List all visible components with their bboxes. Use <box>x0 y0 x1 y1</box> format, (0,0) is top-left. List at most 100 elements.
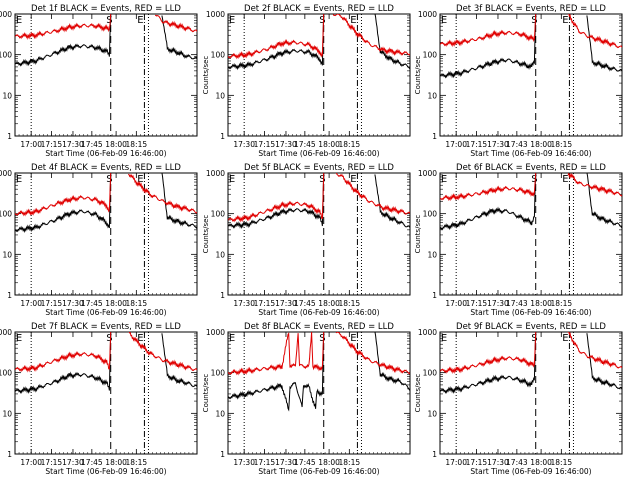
chart-title: Det 1f BLACK = Events, RED = LLD <box>31 4 181 14</box>
plot-frame <box>227 13 411 137</box>
y-axis-label: Counts/sec <box>414 374 422 413</box>
series-line-lld <box>15 173 112 217</box>
x-axis-label: Start Time (06-Feb-09 16:46:00) <box>258 149 379 158</box>
x-tick-label: 17:30 <box>233 458 255 467</box>
chart-panel-4: Det 4f BLACK = Events, RED = LLD 1 10 100 10… <box>0 163 198 317</box>
y-tick-label: 10 <box>2 409 12 418</box>
chart-title: Det 7f BLACK = Events, RED = LLD <box>31 322 181 332</box>
x-tick-label: 17:30 <box>275 299 297 308</box>
chart-title: Det 5f BLACK = Events, RED = LLD <box>244 163 394 173</box>
y-tick-label: 100 <box>211 210 226 219</box>
series-line-lld <box>567 332 622 369</box>
x-tick-label: 17:15 <box>41 458 63 467</box>
chart-title: Det 8f BLACK = Events, RED = LLD <box>244 322 394 332</box>
x-tick-label: 18:15 <box>551 299 573 308</box>
x-tick-label: 17:15 <box>254 140 276 149</box>
marker-label-e: E <box>350 174 356 185</box>
marker-label-e: E <box>16 174 22 185</box>
x-tick-label: 17:30 <box>487 140 509 149</box>
marker-label-e: E <box>137 333 143 344</box>
series-line-events <box>228 14 325 71</box>
series-group <box>15 332 197 395</box>
chart-panel-7: Det 7f BLACK = Events, RED = LLD 1 10 100 10… <box>0 322 198 476</box>
x-tick-label: 17:45 <box>81 299 103 308</box>
y-tick-label: 10 <box>215 250 225 259</box>
x-tick-label: 18:00 <box>105 458 127 467</box>
x-tick-label: 18:15 <box>339 140 361 149</box>
marker-label-e: E <box>137 15 143 26</box>
series-line-lld <box>335 332 410 375</box>
marker-label-s: S <box>106 174 112 185</box>
series-line-events <box>374 14 410 69</box>
x-tick-label: 18:15 <box>126 458 148 467</box>
x-tick-label: 17:30 <box>62 458 84 467</box>
series-group <box>15 14 197 67</box>
chart-title: Det 2f BLACK = Events, RED = LLD <box>244 4 394 14</box>
plot-frame <box>14 331 198 455</box>
chart-panel-8: Det 8f BLACK = Events, RED = LLD 1 10 100 10… <box>202 322 411 476</box>
series-line-lld <box>228 14 325 60</box>
marker-label-e: E <box>16 15 22 26</box>
x-tick-label: 17:15 <box>41 299 63 308</box>
series-group <box>228 332 410 412</box>
y-tick-label: 1 <box>220 291 225 300</box>
series-line-lld <box>228 332 325 376</box>
series-line-lld <box>440 332 537 375</box>
y-tick-label: 1000 <box>0 169 12 178</box>
x-axis-label: Start Time (06-Feb-09 16:46:00) <box>470 149 591 158</box>
marker-label-e: E <box>562 333 568 344</box>
x-tick-label: 17:30 <box>487 299 509 308</box>
x-axis-label: Start Time (06-Feb-09 16:46:00) <box>258 467 379 476</box>
marker-label-s: S <box>319 333 325 344</box>
x-tick-label: 18:15 <box>126 140 148 149</box>
x-tick-label: 17:15 <box>466 458 488 467</box>
x-axis-label: Start Time (06-Feb-09 16:46:00) <box>470 308 591 317</box>
x-tick-label: 17:15 <box>254 458 276 467</box>
chart-title: Det 3f BLACK = Events, RED = LLD <box>456 4 606 14</box>
y-tick-label: 1000 <box>206 328 225 337</box>
chart-panel-5: Det 5f BLACK = Events, RED = LLD 1 10 100 10… <box>202 163 411 317</box>
y-tick-label: 10 <box>215 91 225 100</box>
x-tick-label: 17:30 <box>487 458 509 467</box>
chart-title: Det 6f BLACK = Events, RED = LLD <box>456 163 606 173</box>
series-group <box>440 14 622 79</box>
x-tick-label: 18:15 <box>126 299 148 308</box>
y-axis-label: Counts/sec <box>202 56 210 95</box>
series-line-lld <box>440 173 537 202</box>
series-line-lld <box>15 14 112 40</box>
x-axis-label: Start Time (06-Feb-09 16:46:00) <box>258 308 379 317</box>
series-line-events <box>586 333 622 390</box>
y-tick-label: 100 <box>211 369 226 378</box>
series-line-events <box>161 173 197 229</box>
series-line-events <box>15 173 112 234</box>
marker-label-e: E <box>562 15 568 26</box>
series-line-lld <box>154 14 197 33</box>
y-tick-label: 10 <box>427 91 437 100</box>
series-line-lld <box>128 332 197 372</box>
y-tick-label: 100 <box>0 210 12 219</box>
x-tick-label: 18:00 <box>318 299 340 308</box>
x-tick-label: 17:15 <box>466 140 488 149</box>
y-tick-label: 100 <box>423 210 438 219</box>
y-tick-label: 10 <box>215 409 225 418</box>
series-line-lld <box>128 173 197 214</box>
x-tick-label: 17:30 <box>62 299 84 308</box>
marker-label-s: S <box>531 333 537 344</box>
chart-panel-9: Det 9f BLACK = Events, RED = LLD 1 10 100 10… <box>414 322 623 476</box>
y-tick-label: 10 <box>2 91 12 100</box>
x-tick-label: 17:30 <box>233 140 255 149</box>
x-tick-label: 17:30 <box>233 299 255 308</box>
x-tick-label: 17:45 <box>294 140 316 149</box>
series-line-events <box>586 173 622 229</box>
y-axis-label: Counts/sec <box>414 215 422 254</box>
x-tick-label: 18:15 <box>339 458 361 467</box>
marker-label-e: E <box>229 15 235 26</box>
series-line-lld <box>567 14 622 49</box>
y-tick-label: 100 <box>0 369 12 378</box>
y-tick-label: 1000 <box>206 169 225 178</box>
series-line-events <box>228 173 325 230</box>
y-tick-label: 10 <box>427 409 437 418</box>
marker-label-e: E <box>441 174 447 185</box>
x-axis-label: Start Time (06-Feb-09 16:46:00) <box>45 308 166 317</box>
